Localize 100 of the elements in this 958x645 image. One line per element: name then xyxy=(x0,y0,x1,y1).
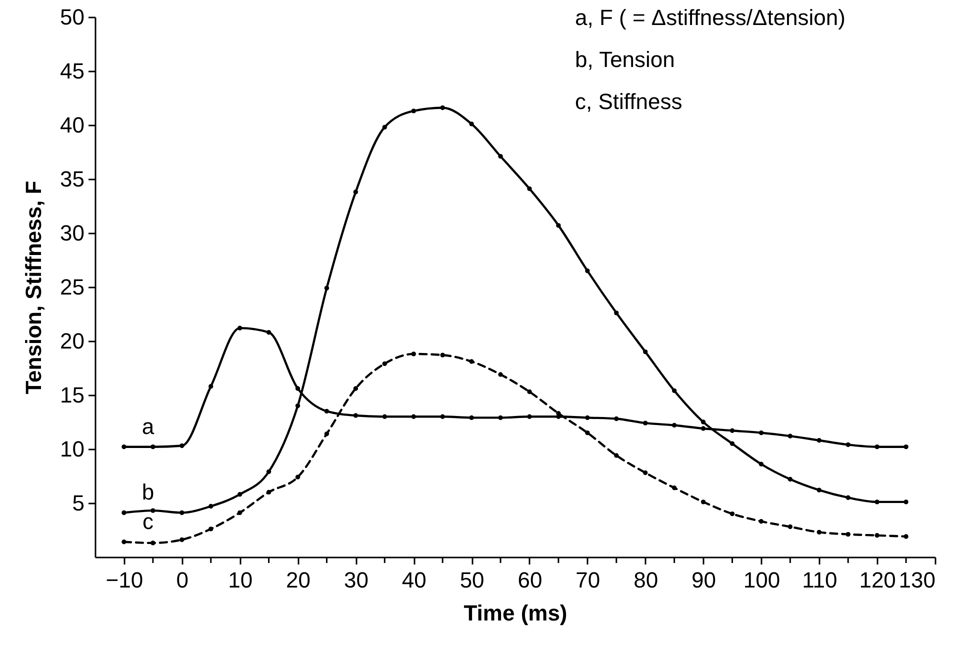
point xyxy=(324,408,330,414)
point xyxy=(295,474,300,480)
annotation: c, Stiffness xyxy=(575,89,682,114)
y-tick-label: 20 xyxy=(60,328,84,354)
y-tick-label: 40 xyxy=(60,112,84,138)
x-axis-title: Time (ms) xyxy=(464,600,568,626)
point xyxy=(324,286,330,290)
point xyxy=(672,486,677,490)
point xyxy=(527,186,532,192)
point xyxy=(150,508,156,513)
point xyxy=(122,540,126,544)
point xyxy=(904,534,908,539)
series-label: c xyxy=(142,508,154,534)
x-tick-label: 130 xyxy=(898,568,936,592)
point xyxy=(266,469,272,474)
point xyxy=(237,510,242,516)
point xyxy=(730,428,735,433)
point xyxy=(556,223,561,228)
y-tick-label: 15 xyxy=(60,382,84,408)
point xyxy=(266,490,272,495)
x-tick-label: 50 xyxy=(460,568,484,592)
x-tick-label: −10 xyxy=(106,568,144,592)
point xyxy=(816,438,822,443)
point xyxy=(295,403,300,408)
point xyxy=(904,444,908,450)
series-label: a xyxy=(142,414,155,439)
point xyxy=(498,154,503,159)
point xyxy=(150,444,156,450)
x-tick-label: 80 xyxy=(634,568,658,592)
x-tick-label: 90 xyxy=(692,568,716,592)
point xyxy=(874,500,880,504)
x-tick-label: 30 xyxy=(344,568,368,592)
point xyxy=(700,420,706,424)
point xyxy=(440,105,445,110)
point xyxy=(527,389,532,394)
point xyxy=(585,430,590,436)
point xyxy=(150,540,156,546)
point xyxy=(382,361,387,366)
y-tick-label: 50 xyxy=(60,4,84,30)
y-tick-label: 45 xyxy=(60,58,84,84)
point xyxy=(208,384,214,389)
point xyxy=(498,372,503,377)
point xyxy=(700,426,706,431)
y-tick-label: 25 xyxy=(60,274,84,300)
x-tick-label: 20 xyxy=(286,568,310,592)
point xyxy=(874,444,880,450)
point xyxy=(758,519,764,524)
point xyxy=(846,495,850,500)
x-tick-label: 120 xyxy=(859,568,896,592)
point xyxy=(614,416,619,422)
point xyxy=(904,500,908,504)
point xyxy=(353,190,358,194)
point xyxy=(180,537,184,542)
point xyxy=(816,488,822,492)
point xyxy=(643,420,648,426)
point xyxy=(758,430,764,436)
point xyxy=(180,443,184,448)
point xyxy=(874,533,880,538)
point xyxy=(643,470,648,476)
point xyxy=(585,415,590,420)
y-tick-label: 35 xyxy=(60,166,84,192)
point xyxy=(585,268,590,274)
point xyxy=(846,532,850,537)
point xyxy=(440,414,445,419)
point xyxy=(122,510,126,516)
annotation: a, F ( = Δstiffness/Δtension) xyxy=(575,5,846,30)
point xyxy=(730,511,735,516)
point xyxy=(846,442,850,448)
point xyxy=(411,352,416,356)
point xyxy=(672,388,677,394)
series-label: b xyxy=(142,480,154,505)
point xyxy=(208,504,214,509)
point xyxy=(788,524,793,530)
point xyxy=(324,432,330,436)
point xyxy=(469,359,474,364)
point xyxy=(208,526,214,532)
y-tick-label: 5 xyxy=(72,490,84,516)
point xyxy=(672,422,677,428)
point xyxy=(180,510,184,516)
x-tick-label: 110 xyxy=(802,568,838,592)
x-tick-label: 70 xyxy=(576,568,600,592)
x-tick-label: 100 xyxy=(743,568,780,592)
point xyxy=(411,108,416,114)
point xyxy=(527,414,532,419)
point xyxy=(498,415,503,420)
point xyxy=(758,462,764,466)
point xyxy=(353,386,358,391)
point xyxy=(353,413,358,418)
point xyxy=(266,330,272,335)
x-tick-label: 0 xyxy=(176,568,189,592)
point xyxy=(614,310,619,316)
point xyxy=(614,453,619,458)
y-tick-label: 30 xyxy=(60,220,84,246)
y-axis-title: Tension, Stiffness, F xyxy=(21,180,46,394)
point xyxy=(295,386,300,391)
point xyxy=(469,122,474,126)
point xyxy=(382,124,387,130)
y-tick-label: 10 xyxy=(60,436,84,462)
point xyxy=(237,326,242,330)
point xyxy=(730,441,735,446)
